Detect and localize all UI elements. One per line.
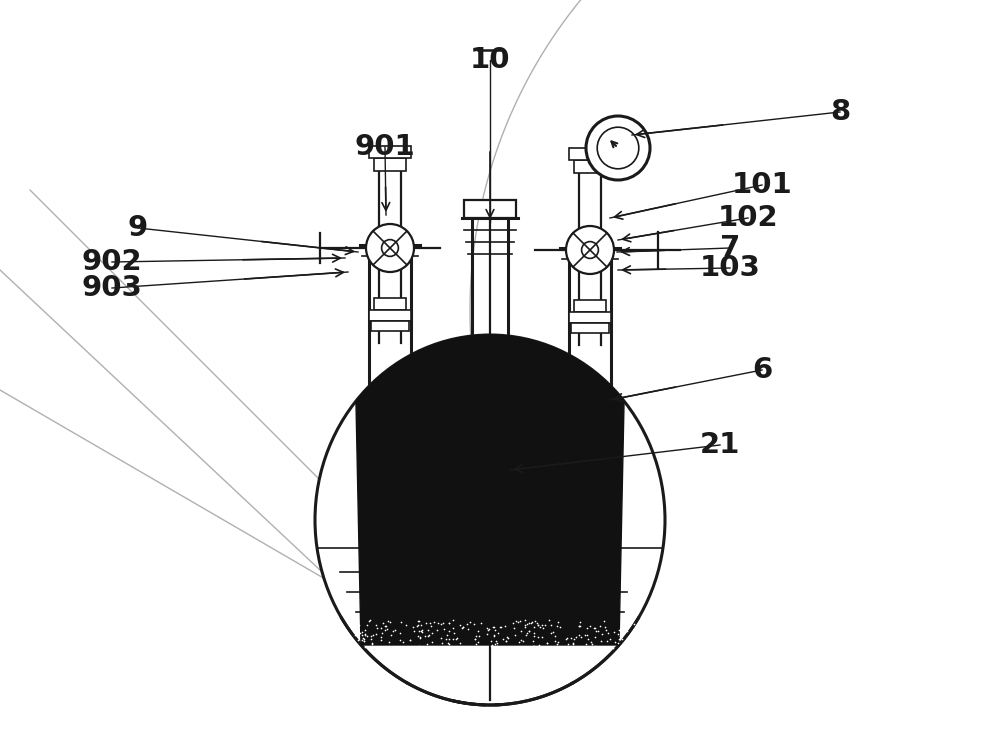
Circle shape: [382, 239, 398, 256]
Text: 6: 6: [752, 356, 772, 384]
Text: 7: 7: [720, 234, 740, 262]
Text: 901: 901: [355, 133, 415, 161]
Bar: [571, 323, 609, 333]
Bar: [374, 158, 406, 171]
Text: 903: 903: [82, 274, 142, 302]
Text: 102: 102: [718, 204, 778, 232]
Text: 902: 902: [82, 248, 142, 276]
Text: 103: 103: [700, 254, 760, 282]
Text: 21: 21: [700, 431, 740, 459]
Bar: [369, 146, 411, 158]
Circle shape: [597, 127, 639, 168]
Bar: [464, 200, 516, 218]
Bar: [371, 321, 409, 331]
Circle shape: [366, 224, 414, 272]
Bar: [569, 148, 611, 160]
Text: 10: 10: [470, 46, 510, 74]
Bar: [374, 298, 406, 310]
Text: 8: 8: [830, 98, 850, 126]
Circle shape: [586, 116, 650, 180]
Text: 101: 101: [732, 171, 792, 199]
Circle shape: [566, 226, 614, 274]
Bar: [369, 310, 411, 321]
Circle shape: [582, 242, 598, 259]
Bar: [569, 312, 611, 323]
Ellipse shape: [315, 335, 665, 705]
Bar: [574, 160, 606, 173]
Bar: [574, 300, 606, 312]
Polygon shape: [356, 335, 624, 645]
Text: 9: 9: [128, 214, 148, 242]
